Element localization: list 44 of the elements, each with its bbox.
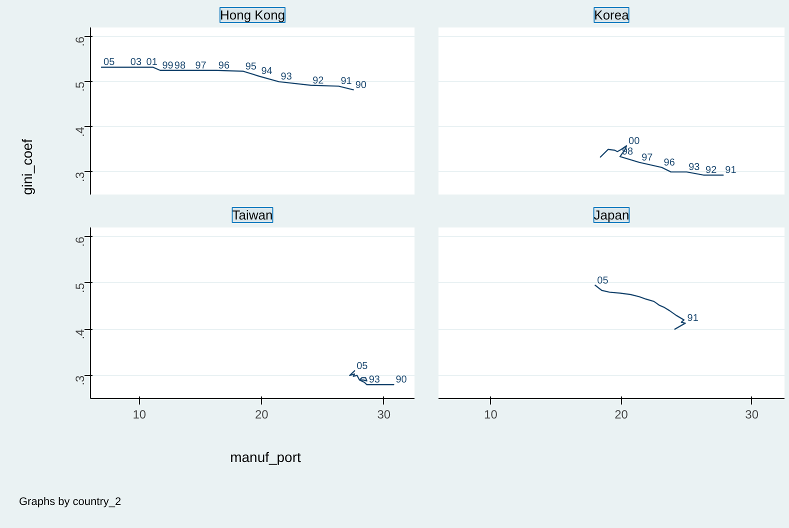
annotation: 01 (146, 57, 158, 68)
annotation: 99 (162, 60, 174, 72)
annotation: 93 (368, 374, 380, 386)
x-axis-title: manuf_port (229, 448, 302, 467)
annotation: 05 (356, 360, 368, 372)
annotation: 90 (355, 80, 367, 91)
annotation: 90 (396, 374, 408, 386)
annotation: 94 (261, 66, 273, 78)
annotation: 92 (312, 75, 324, 86)
y-tick-label: .4 (73, 328, 87, 340)
annotation: 98 (174, 60, 186, 72)
annotation: 93 (280, 72, 292, 83)
x-tick-label: 30 (745, 408, 759, 422)
annotation: 91 (340, 76, 352, 88)
x-tick-label: 20 (614, 408, 628, 422)
annotation: 05 (597, 275, 609, 286)
annotation: 95 (245, 61, 257, 72)
chart-title: Japan (594, 208, 630, 222)
y-tick-label: .6 (73, 236, 87, 247)
annotation: 97 (195, 60, 207, 72)
annotation: 96 (218, 60, 230, 72)
x-tick-label: 10 (484, 408, 498, 422)
annotation: 91 (687, 313, 699, 324)
annotation: 92 (706, 165, 718, 176)
x-tick-label: 10 (132, 408, 146, 422)
annotation: 97 (642, 152, 654, 164)
chart-title: Hong Kong (220, 8, 286, 22)
annotation: 00 (628, 136, 640, 147)
annotation: 93 (688, 162, 700, 173)
y-tick-label: .5 (73, 282, 87, 293)
y-tick-label: .3 (73, 375, 87, 386)
y-tick-label: .6 (73, 36, 87, 47)
x-tick-label: 30 (377, 408, 391, 422)
annotation: 91 (725, 165, 737, 176)
x-tick-label: 20 (254, 408, 269, 422)
text: Graphs by country_2 (18, 495, 122, 510)
annotation: 03 (130, 57, 142, 68)
annotation: 96 (664, 157, 676, 168)
y-tick-label: .4 (73, 126, 87, 137)
y-tick-label: .3 (73, 172, 87, 182)
annotation: 05 (104, 57, 116, 68)
y-tick-label: .5 (73, 81, 87, 92)
chart-title: Taiwan (232, 208, 273, 222)
y-axis-title: gini_coef (18, 138, 36, 195)
